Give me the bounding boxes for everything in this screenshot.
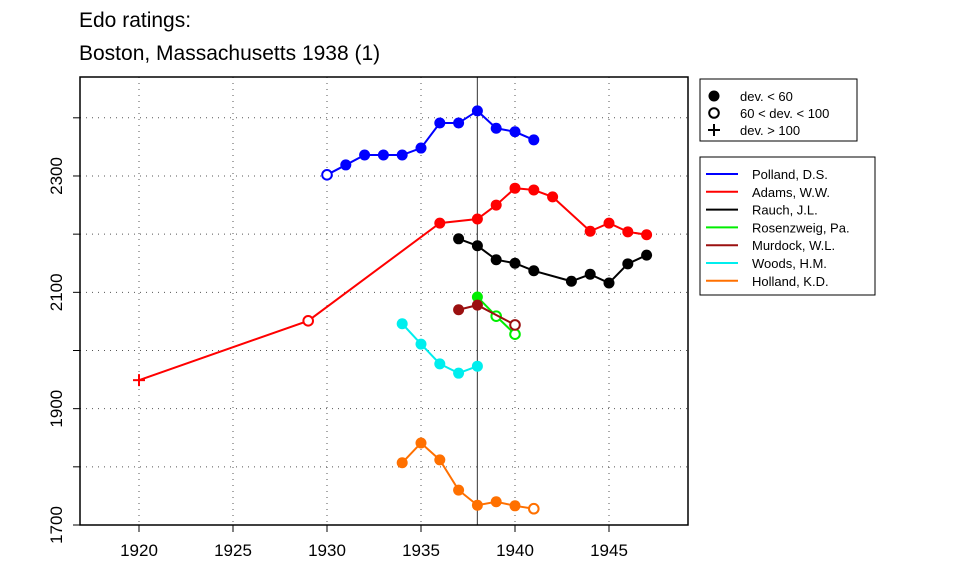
series-layer	[133, 105, 653, 515]
data-point	[528, 184, 540, 196]
axes: 1920 1925 1930 1935 1940 1945 1700 1900 2100 2300	[47, 77, 628, 560]
data-point	[565, 275, 577, 287]
series-murdock	[453, 299, 521, 331]
data-point	[453, 484, 465, 496]
grid	[80, 77, 688, 525]
data-point	[359, 149, 371, 161]
data-point	[302, 315, 315, 327]
x-tick-label: 1930	[308, 541, 346, 560]
legend-label: Polland, D.S.	[752, 167, 828, 182]
data-point	[453, 304, 465, 316]
data-point	[547, 191, 559, 203]
data-point	[377, 149, 389, 161]
series-legend: Polland, D.S. Adams, W.W. Rauch, J.L. Rosen…	[699, 156, 876, 296]
chart-title-line1: Edo ratings:	[79, 9, 191, 32]
legend-label: Rosenzweig, Pa.	[752, 220, 850, 235]
legend-label: Holland, K.D.	[752, 274, 829, 289]
data-point	[509, 182, 521, 194]
data-point	[434, 358, 446, 370]
data-point	[396, 318, 408, 330]
series-holland	[396, 437, 540, 515]
data-point	[471, 105, 483, 117]
legend-label: Murdock, W.L.	[752, 238, 835, 253]
plot-frame	[79, 76, 689, 526]
legend-marker-filled	[708, 90, 720, 102]
data-point	[453, 367, 465, 379]
data-point	[396, 149, 408, 161]
legend-label: dev. > 100	[740, 123, 800, 138]
data-point	[509, 328, 521, 341]
series-line	[401, 441, 534, 510]
data-point	[584, 225, 596, 237]
data-point	[471, 299, 483, 311]
legend-label: Woods, H.M.	[752, 256, 827, 271]
series-line	[458, 237, 648, 285]
data-point	[471, 213, 483, 225]
data-point	[490, 199, 502, 211]
x-tick-label: 1940	[496, 541, 534, 560]
data-point	[603, 277, 615, 289]
data-point	[622, 258, 634, 270]
data-point	[434, 454, 446, 466]
data-point	[528, 265, 540, 277]
legend-label: dev. < 60	[740, 89, 793, 104]
data-point	[340, 159, 352, 171]
x-tick-label: 1925	[214, 541, 252, 560]
series-woods	[396, 318, 483, 379]
data-point	[622, 226, 634, 238]
y-tick-label: 2100	[47, 273, 66, 311]
x-tick-label: 1945	[590, 541, 628, 560]
marker-legend: dev. < 60 60 < dev. < 100 dev. > 100	[699, 78, 858, 142]
legend-label: Rauch, J.L.	[752, 203, 818, 218]
data-point	[453, 117, 465, 129]
data-point	[471, 291, 483, 303]
data-point	[434, 117, 446, 129]
data-point	[641, 249, 653, 261]
series-polland	[321, 105, 540, 181]
x-tick-label: 1920	[120, 541, 158, 560]
legend-label: Adams, W.W.	[752, 185, 830, 200]
series-legend-box	[699, 156, 876, 296]
data-point	[415, 437, 427, 449]
data-point	[528, 502, 540, 515]
data-point	[490, 122, 502, 134]
x-tick-label: 1935	[402, 541, 440, 560]
series-rauch	[453, 233, 653, 289]
data-point	[641, 229, 653, 241]
series-line	[326, 109, 535, 176]
data-point	[490, 254, 502, 266]
data-point	[396, 457, 408, 469]
legend-label: 60 < dev. < 100	[740, 106, 829, 121]
series-adams	[133, 182, 653, 387]
data-point	[471, 499, 483, 511]
data-point	[584, 268, 596, 280]
data-point	[509, 500, 521, 512]
data-point	[415, 338, 427, 350]
y-tick-label: 1700	[47, 506, 66, 544]
legend-marker-open	[708, 107, 720, 119]
data-point	[415, 142, 427, 154]
y-tick-label: 2300	[47, 157, 66, 195]
data-point	[434, 217, 446, 229]
data-point	[471, 360, 483, 372]
series-line	[458, 304, 516, 326]
data-point	[528, 134, 540, 146]
data-point	[321, 169, 333, 181]
chart-title-line2: Boston, Massachusetts 1938 (1)	[79, 42, 380, 65]
data-point	[509, 126, 521, 138]
data-point	[453, 233, 465, 245]
data-point	[490, 496, 502, 508]
y-tick-label: 1900	[47, 390, 66, 428]
data-point	[509, 257, 521, 269]
data-point	[471, 240, 483, 252]
data-point	[603, 217, 615, 229]
marker-legend-box	[699, 78, 858, 142]
data-point	[509, 319, 521, 331]
